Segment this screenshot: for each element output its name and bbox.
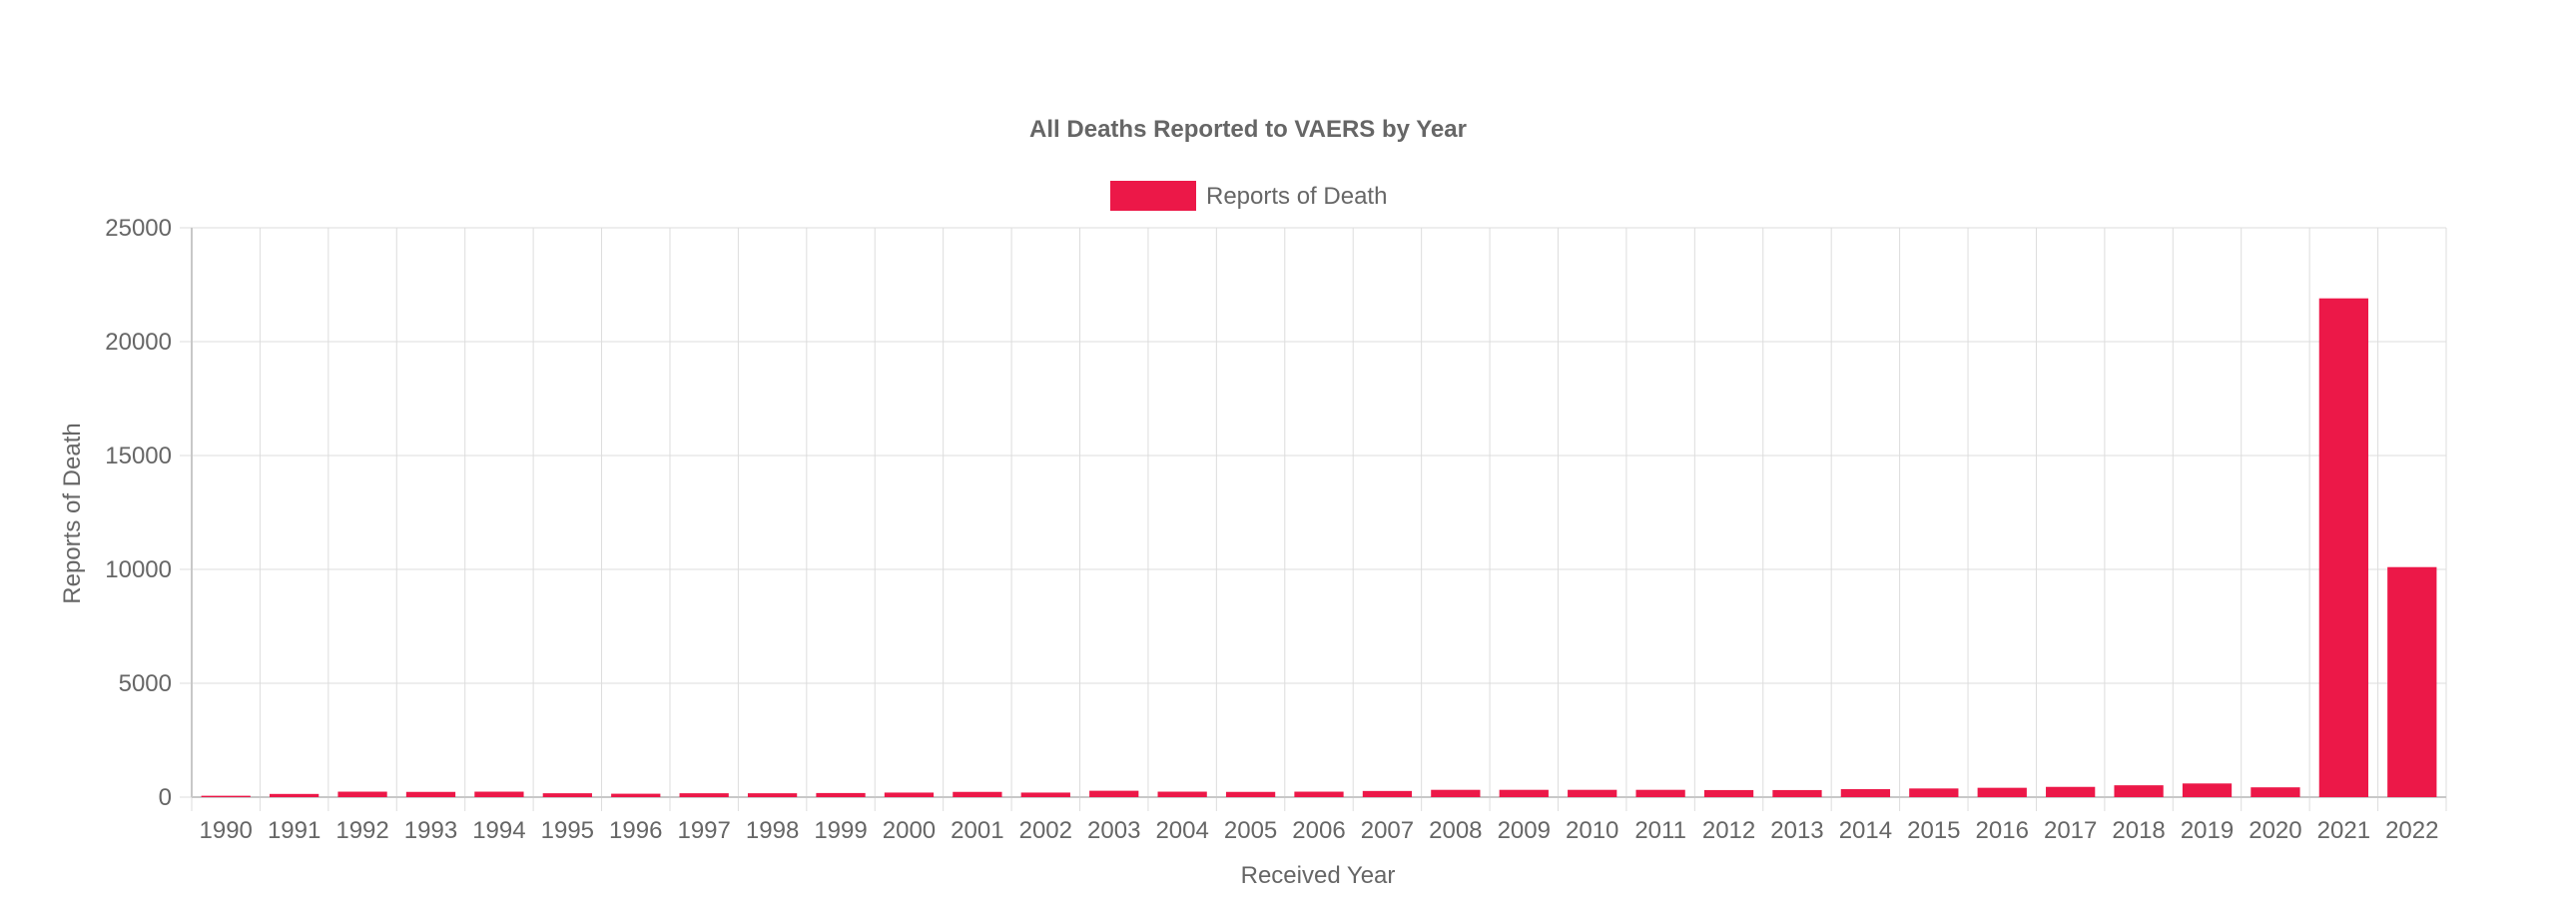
bar-1990[interactable] bbox=[201, 795, 251, 797]
bar-2021[interactable] bbox=[2318, 298, 2368, 797]
x-tick-label-1998: 1998 bbox=[746, 817, 799, 844]
bar-2010[interactable] bbox=[1568, 789, 1617, 797]
x-tick-label-2018: 2018 bbox=[2112, 817, 2165, 844]
x-tick-label-2011: 2011 bbox=[1634, 817, 1686, 844]
x-tick-label-1996: 1996 bbox=[609, 817, 662, 844]
x-tick-label-1997: 1997 bbox=[677, 817, 730, 844]
x-tick-label-2017: 2017 bbox=[2044, 817, 2097, 844]
x-tick-label-1992: 1992 bbox=[335, 817, 388, 844]
x-tick-label-1990: 1990 bbox=[200, 817, 253, 844]
bar-1997[interactable] bbox=[679, 793, 729, 797]
bar-2009[interactable] bbox=[1499, 789, 1549, 797]
y-tick-label: 5000 bbox=[119, 670, 172, 697]
y-axis-ticks: 0 5000 10000 15000 20000 25000 bbox=[105, 215, 172, 811]
y-tick-label: 25000 bbox=[105, 215, 172, 242]
bars bbox=[201, 298, 2437, 797]
bar-2013[interactable] bbox=[1772, 789, 1822, 797]
bar-2008[interactable] bbox=[1431, 789, 1481, 797]
bar-2016[interactable] bbox=[1977, 787, 2027, 797]
bar-2020[interactable] bbox=[2251, 787, 2300, 797]
bar-1999[interactable] bbox=[816, 792, 866, 797]
x-tick-label-1999: 1999 bbox=[814, 817, 867, 844]
x-tick-label-2020: 2020 bbox=[2249, 817, 2301, 844]
x-tick-label-2006: 2006 bbox=[1292, 817, 1345, 844]
bar-1993[interactable] bbox=[405, 791, 456, 797]
bar-2018[interactable] bbox=[2114, 785, 2164, 797]
x-axis-label: Received Year bbox=[1241, 862, 1396, 889]
bar-2011[interactable] bbox=[1635, 789, 1685, 797]
legend[interactable]: Reports of Death bbox=[1110, 181, 1387, 211]
x-tick-label-2002: 2002 bbox=[1019, 817, 1072, 844]
x-tick-label-2009: 2009 bbox=[1498, 817, 1551, 844]
bar-2015[interactable] bbox=[1909, 788, 1959, 797]
x-tick-label-2000: 2000 bbox=[883, 817, 936, 844]
y-tick-label: 10000 bbox=[105, 556, 172, 583]
bar-2002[interactable] bbox=[1020, 792, 1070, 797]
x-tick-label-2013: 2013 bbox=[1770, 817, 1823, 844]
x-tick-label-2005: 2005 bbox=[1224, 817, 1277, 844]
legend-label-reports-of-death: Reports of Death bbox=[1206, 183, 1387, 210]
x-tick-label-1991: 1991 bbox=[268, 817, 321, 844]
x-tick-label-2007: 2007 bbox=[1361, 817, 1414, 844]
bar-1996[interactable] bbox=[611, 793, 661, 797]
y-tick-label: 0 bbox=[159, 784, 172, 811]
bar-2012[interactable] bbox=[1703, 789, 1754, 797]
bar-2017[interactable] bbox=[2046, 786, 2096, 797]
bar-2014[interactable] bbox=[1840, 789, 1891, 797]
grid-lines bbox=[180, 227, 2447, 811]
x-tick-label-1994: 1994 bbox=[472, 817, 525, 844]
x-tick-label-2021: 2021 bbox=[2317, 817, 2370, 844]
x-tick-label-2012: 2012 bbox=[1702, 817, 1755, 844]
x-tick-label-1995: 1995 bbox=[541, 817, 594, 844]
x-tick-label-2003: 2003 bbox=[1087, 817, 1140, 844]
bar-2001[interactable] bbox=[953, 791, 1002, 797]
bar-2019[interactable] bbox=[2182, 783, 2233, 797]
x-tick-label-2019: 2019 bbox=[2181, 817, 2234, 844]
bar-2022[interactable] bbox=[2387, 566, 2437, 797]
bar-2003[interactable] bbox=[1089, 790, 1139, 797]
bar-2007[interactable] bbox=[1362, 790, 1413, 797]
chart-title: All Deaths Reported to VAERS by Year bbox=[1029, 116, 1467, 143]
x-axis-ticks: 1990 1991 1992 1993 1994 1995 1996 1997 1998 1999… bbox=[200, 817, 2439, 844]
x-tick-label-2010: 2010 bbox=[1566, 817, 1618, 844]
bar-1995[interactable] bbox=[542, 793, 592, 797]
bar-2004[interactable] bbox=[1157, 791, 1207, 797]
x-tick-label-2004: 2004 bbox=[1155, 817, 1208, 844]
bar-1992[interactable] bbox=[337, 791, 387, 797]
bar-1991[interactable] bbox=[270, 793, 320, 797]
x-tick-label-2016: 2016 bbox=[1976, 817, 2029, 844]
y-axis-label: Reports of Death bbox=[59, 423, 86, 603]
x-tick-label-2014: 2014 bbox=[1839, 817, 1892, 844]
bar-2005[interactable] bbox=[1225, 791, 1276, 797]
bar-2000[interactable] bbox=[884, 792, 935, 797]
bar-2006[interactable] bbox=[1294, 791, 1344, 797]
x-tick-label-1993: 1993 bbox=[404, 817, 457, 844]
x-tick-label-2015: 2015 bbox=[1907, 817, 1960, 844]
x-tick-label-2001: 2001 bbox=[951, 817, 1003, 844]
x-tick-label-2022: 2022 bbox=[2385, 817, 2438, 844]
legend-swatch bbox=[1110, 181, 1196, 211]
x-tick-label-2008: 2008 bbox=[1429, 817, 1482, 844]
bar-1998[interactable] bbox=[747, 793, 798, 797]
y-tick-label: 15000 bbox=[105, 443, 172, 469]
y-tick-label: 20000 bbox=[105, 329, 172, 356]
bar-1994[interactable] bbox=[474, 791, 524, 797]
